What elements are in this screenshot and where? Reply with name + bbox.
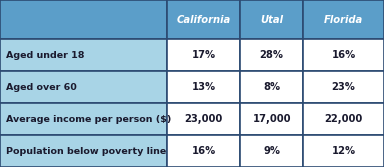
Text: Population below poverty line: Population below poverty line: [6, 146, 166, 155]
Text: 16%: 16%: [191, 146, 216, 156]
Bar: [167, 71, 240, 103]
Bar: [240, 71, 303, 103]
Bar: [303, 135, 384, 167]
Text: Florida: Florida: [324, 15, 363, 25]
Text: 9%: 9%: [263, 146, 280, 156]
Text: Average income per person ($): Average income per person ($): [6, 115, 171, 124]
Bar: [0, 135, 167, 167]
Bar: [167, 135, 240, 167]
Bar: [240, 39, 303, 71]
Text: Aged over 60: Aged over 60: [6, 83, 76, 92]
Text: 28%: 28%: [260, 50, 284, 60]
Bar: [0, 0, 167, 39]
Text: 8%: 8%: [263, 82, 280, 92]
Bar: [0, 71, 167, 103]
Text: 13%: 13%: [192, 82, 215, 92]
Text: 17,000: 17,000: [252, 114, 291, 124]
Bar: [240, 103, 303, 135]
Text: 22,000: 22,000: [324, 114, 363, 124]
Bar: [303, 71, 384, 103]
Text: 17%: 17%: [192, 50, 215, 60]
Bar: [303, 39, 384, 71]
Bar: [167, 0, 240, 39]
Bar: [240, 135, 303, 167]
Bar: [303, 0, 384, 39]
Text: Utal: Utal: [260, 15, 283, 25]
Bar: [167, 103, 240, 135]
Text: 16%: 16%: [331, 50, 356, 60]
Text: 12%: 12%: [332, 146, 356, 156]
Bar: [240, 0, 303, 39]
Bar: [303, 103, 384, 135]
Text: 23%: 23%: [332, 82, 356, 92]
Text: California: California: [176, 15, 231, 25]
Bar: [0, 103, 167, 135]
Text: Aged under 18: Aged under 18: [6, 51, 84, 60]
Bar: [0, 39, 167, 71]
Text: 23,000: 23,000: [184, 114, 223, 124]
Bar: [167, 39, 240, 71]
